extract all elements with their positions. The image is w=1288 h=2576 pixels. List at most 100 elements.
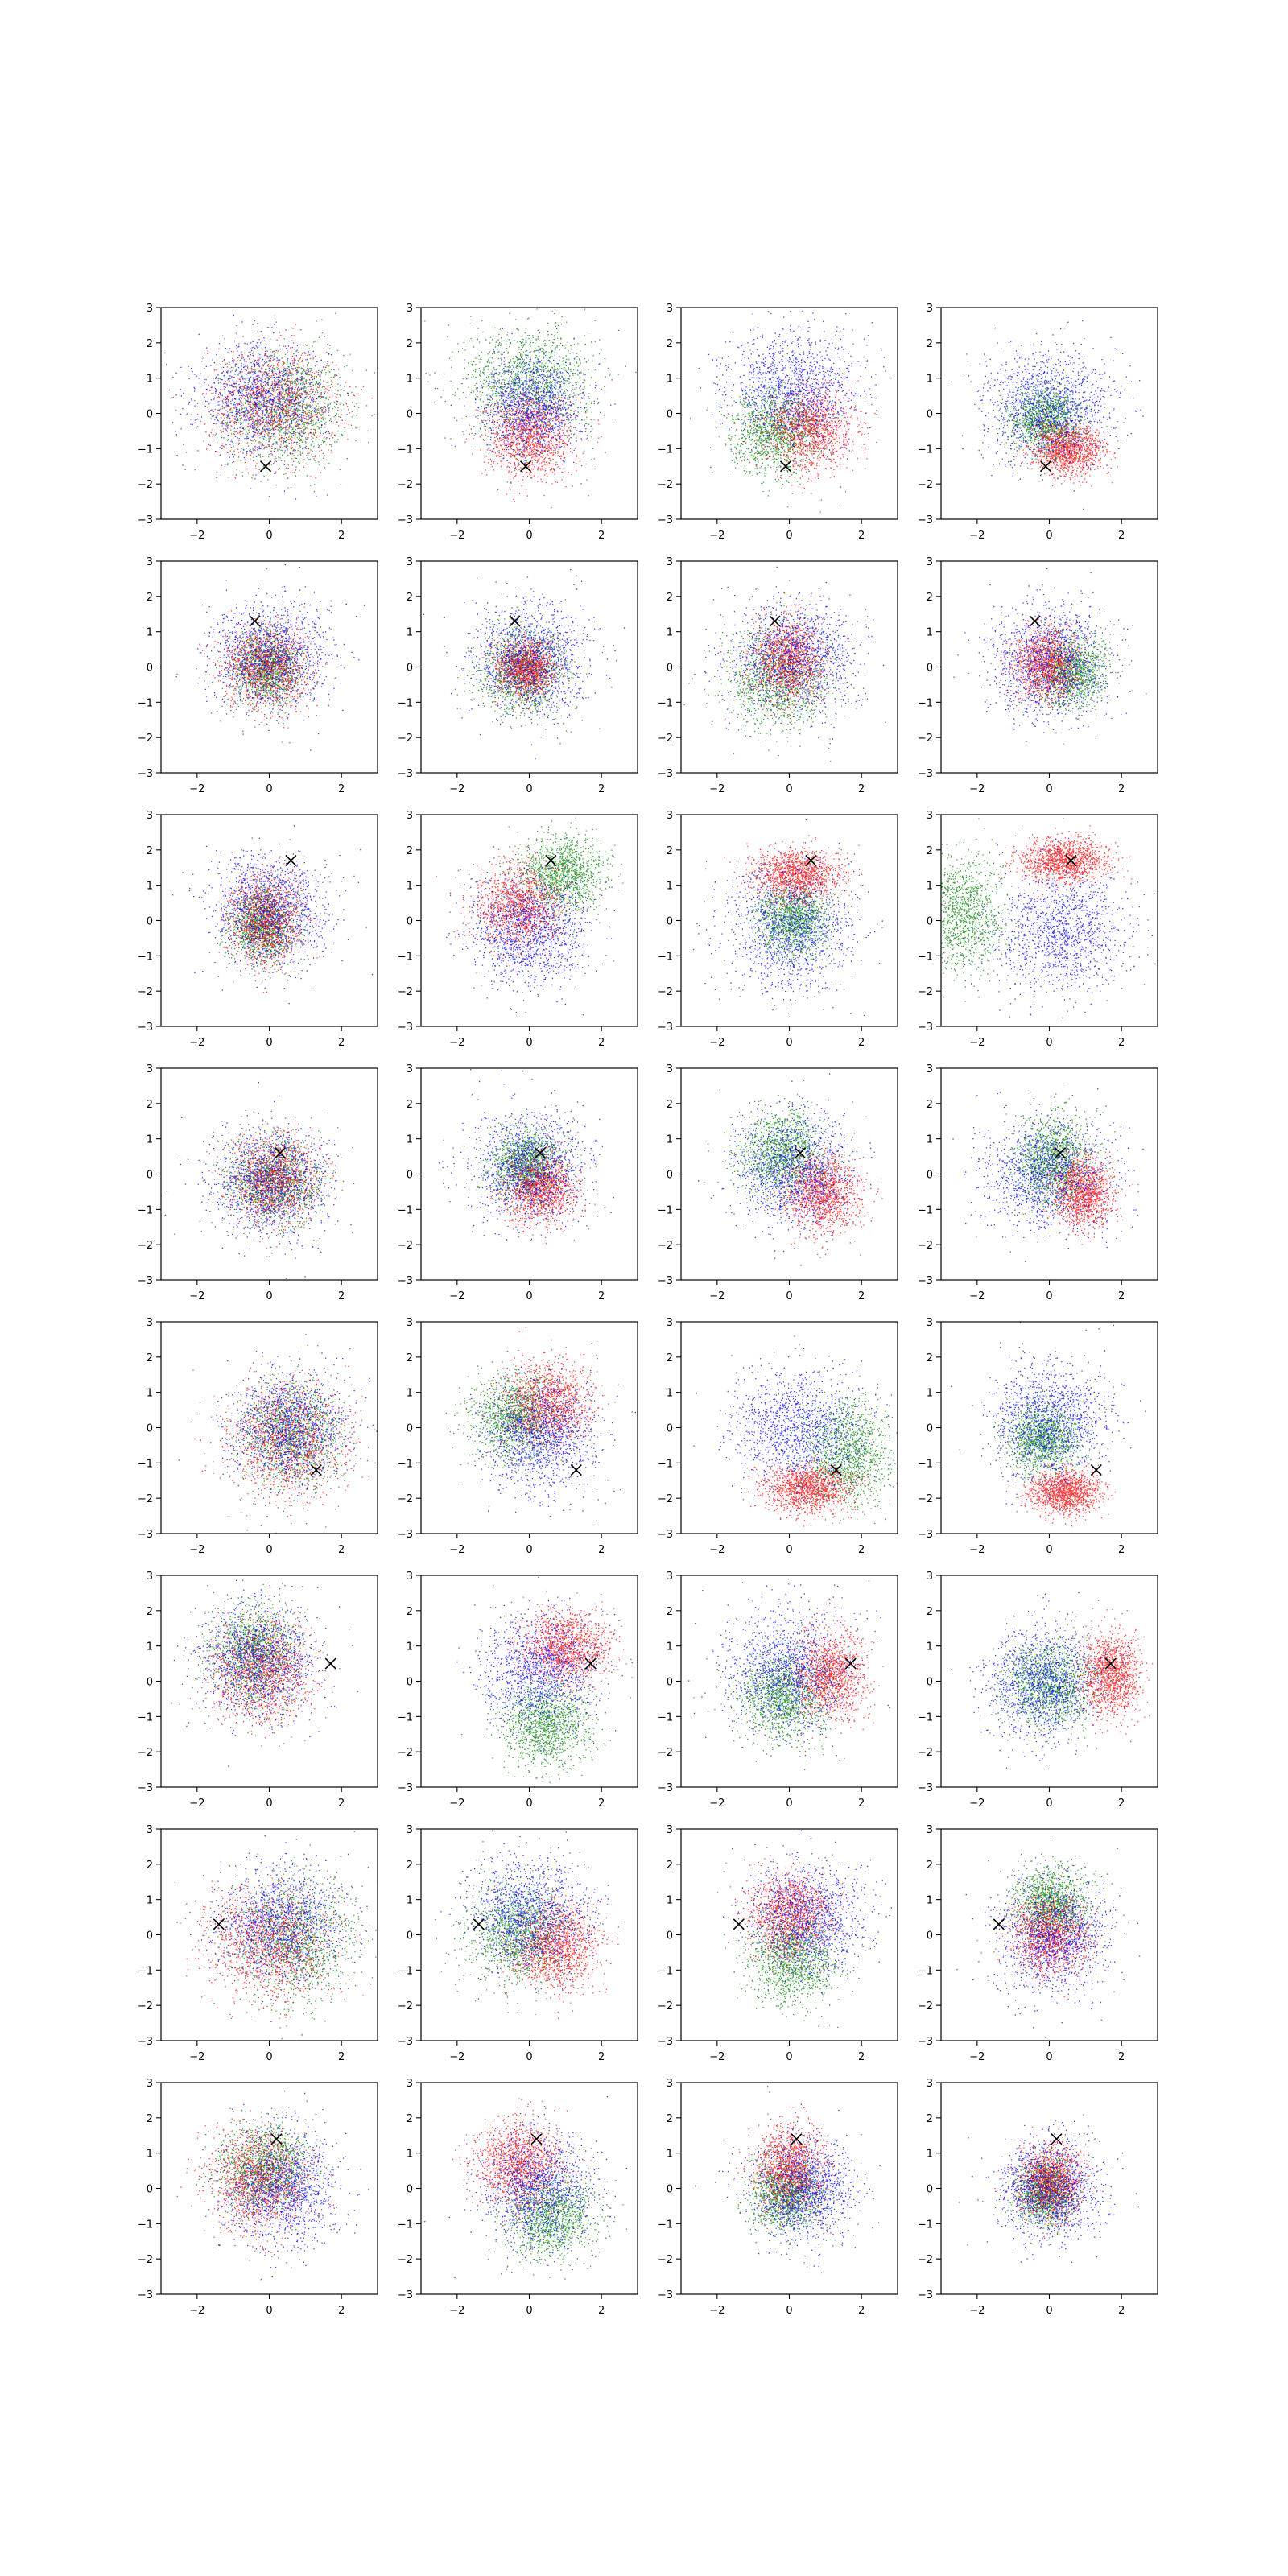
y-tick-label: 0 xyxy=(147,1930,153,1942)
query-point-marker xyxy=(249,615,261,627)
y-tick-label: −1 xyxy=(138,444,153,456)
y-tick-label: 1 xyxy=(667,374,673,386)
red-points xyxy=(723,2086,844,2242)
scatter-panel-r8-c1: −2 0 2 −3 −2 −1 0 1 2 3 xyxy=(138,2078,378,2317)
y-tick-label: −2 xyxy=(658,2000,673,2013)
y-tick-label: −3 xyxy=(138,1529,153,1541)
point-clouds xyxy=(423,568,625,759)
point-clouds xyxy=(164,312,376,519)
y-tick-label: −2 xyxy=(918,2254,933,2266)
y-tick-label: 3 xyxy=(407,1063,413,1075)
point-clouds xyxy=(445,1327,636,1521)
y-tick-label: −2 xyxy=(658,479,673,491)
y-tick-label: 2 xyxy=(407,1352,413,1364)
y-tick-label: 2 xyxy=(667,1860,673,1872)
y-tick-label: −1 xyxy=(398,1204,413,1216)
y-tick-label: 2 xyxy=(147,1352,153,1364)
y-tick-label: 3 xyxy=(147,1824,153,1836)
x-tick-label: −2 xyxy=(449,2051,464,2063)
y-tick-label: 0 xyxy=(407,1423,413,1435)
point-clouds xyxy=(716,1830,892,2028)
point-clouds xyxy=(688,1579,890,1770)
y-tick-label: −1 xyxy=(658,1204,673,1216)
y-tick-label: −3 xyxy=(918,2289,933,2301)
y-tick-label: 0 xyxy=(927,1423,933,1435)
y-tick-label: −2 xyxy=(658,1747,673,1759)
blue-points xyxy=(958,2120,1139,2263)
x-tick-label: 2 xyxy=(598,1798,605,1810)
y-tick-label: 3 xyxy=(407,1824,413,1836)
y-tick-label: 1 xyxy=(667,1388,673,1400)
y-tick-label: 3 xyxy=(927,556,933,568)
y-tick-label: −2 xyxy=(918,733,933,745)
y-tick-label: 3 xyxy=(147,556,153,568)
y-tick-label: −2 xyxy=(658,1240,673,1252)
y-tick-label: 3 xyxy=(147,2078,153,2090)
y-tick-label: 3 xyxy=(667,810,673,822)
point-clouds xyxy=(174,1831,378,2040)
red-points xyxy=(1005,1459,1116,1527)
x-tick-label: 0 xyxy=(786,530,792,542)
y-tick-label: −1 xyxy=(398,1965,413,1977)
y-tick-label: −3 xyxy=(398,2036,413,2048)
query-point-marker xyxy=(324,1657,336,1670)
point-clouds xyxy=(951,1322,1146,1527)
x-tick-label: 0 xyxy=(526,2305,532,2317)
y-tick-label: 2 xyxy=(407,2113,413,2125)
red-points xyxy=(495,1590,633,1703)
point-clouds xyxy=(693,1335,898,1527)
query-point-marker xyxy=(285,854,297,867)
x-tick-label: 0 xyxy=(1046,783,1052,795)
y-tick-label: −1 xyxy=(138,1711,153,1724)
query-point-marker xyxy=(733,1918,745,1930)
y-tick-label: −2 xyxy=(918,1240,933,1252)
green-points xyxy=(993,1373,1107,1498)
scatter-panel-r7-c4: −2 0 2 −3 −2 −1 0 1 2 3 xyxy=(918,1824,1158,2063)
y-tick-label: −3 xyxy=(398,1529,413,1541)
x-tick-label: 0 xyxy=(1046,2051,1052,2063)
query-point-marker xyxy=(1039,460,1052,473)
green-points xyxy=(445,1349,588,1486)
x-tick-label: −2 xyxy=(189,783,204,795)
y-tick-label: 0 xyxy=(407,2184,413,2196)
x-tick-label: −2 xyxy=(189,2051,204,2063)
red-points xyxy=(990,611,1094,724)
x-tick-label: −2 xyxy=(969,2051,985,2063)
scatter-panel-r8-c4: −2 0 2 −3 −2 −1 0 1 2 3 xyxy=(918,2078,1158,2317)
y-tick-label: −2 xyxy=(398,2254,413,2266)
red-points xyxy=(469,620,572,712)
y-tick-label: −1 xyxy=(138,1458,153,1470)
y-tick-label: −1 xyxy=(398,697,413,709)
point-clouds xyxy=(175,564,365,751)
x-tick-label: 0 xyxy=(1046,2305,1052,2317)
x-tick-label: 2 xyxy=(1118,783,1125,795)
y-tick-label: 3 xyxy=(147,303,153,315)
green-points xyxy=(463,1113,581,1215)
x-tick-label: −2 xyxy=(969,1290,985,1302)
x-tick-label: −2 xyxy=(969,1798,985,1810)
scatter-panel-r1-c4: −2 0 2 −3 −2 −1 0 1 2 3 xyxy=(918,303,1158,542)
scatter-panel-r8-c2: −2 0 2 −3 −2 −1 0 1 2 3 xyxy=(398,2078,638,2317)
point-clouds xyxy=(941,818,1158,1019)
x-tick-label: 2 xyxy=(858,1290,865,1302)
y-tick-label: 1 xyxy=(147,881,153,893)
query-point-marker xyxy=(1051,2133,1063,2145)
x-tick-label: −2 xyxy=(709,2305,724,2317)
query-point-marker xyxy=(519,460,532,473)
y-tick-label: 3 xyxy=(407,810,413,822)
y-tick-label: 0 xyxy=(147,1423,153,1435)
x-tick-label: −2 xyxy=(969,530,985,542)
y-tick-label: 0 xyxy=(927,2184,933,2196)
point-clouds xyxy=(176,2090,369,2281)
x-tick-label: 2 xyxy=(858,2305,865,2317)
y-tick-label: −2 xyxy=(398,1747,413,1759)
y-tick-label: −1 xyxy=(138,1965,153,1977)
query-point-marker xyxy=(794,1147,807,1159)
y-tick-label: 1 xyxy=(667,1895,673,1907)
y-tick-label: 0 xyxy=(407,1170,413,1182)
y-tick-label: 3 xyxy=(147,1571,153,1583)
y-tick-label: −3 xyxy=(138,1022,153,1034)
blue-points xyxy=(951,1592,1140,1769)
y-tick-label: 0 xyxy=(667,1677,673,1689)
x-tick-label: 2 xyxy=(338,1037,345,1049)
